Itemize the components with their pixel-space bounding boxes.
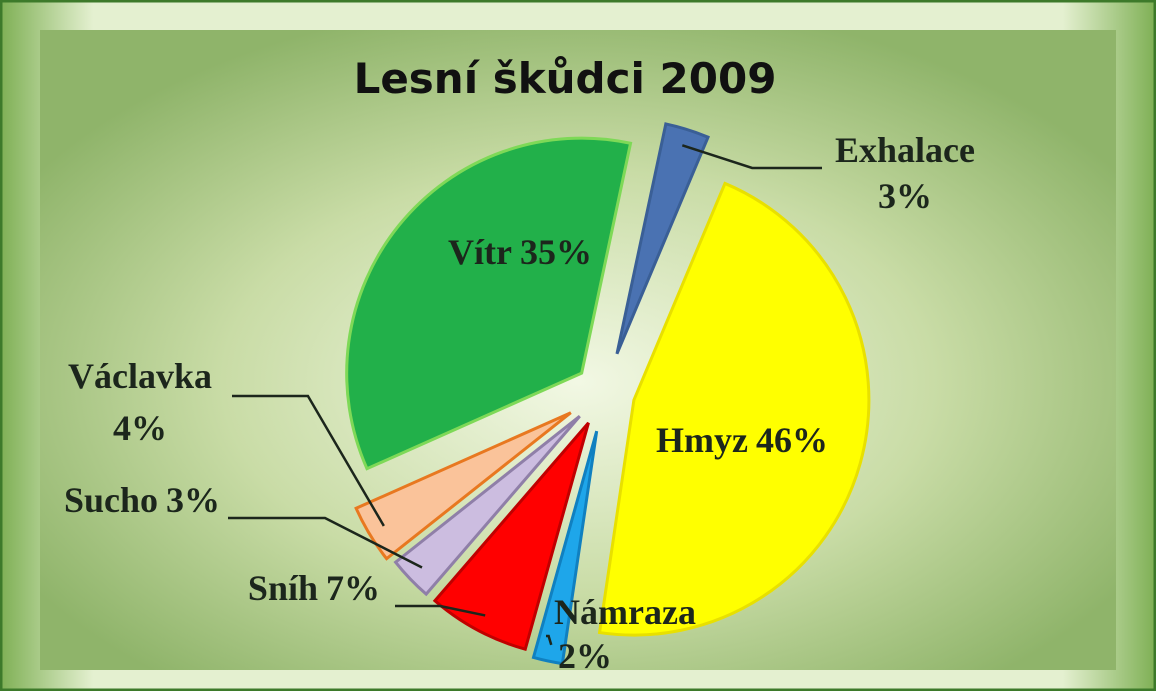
category-name: Sucho xyxy=(64,480,158,520)
pie-slice xyxy=(432,421,590,652)
leader-line xyxy=(395,604,486,617)
value-label: 3% xyxy=(166,480,220,520)
category-name: Hmyz xyxy=(656,420,748,460)
chart-title: Lesní škůdci 2009 xyxy=(354,54,777,103)
pie-slice xyxy=(615,122,710,355)
slice-label: Sníh 7% xyxy=(248,568,380,608)
leader-line xyxy=(681,144,822,170)
slice-label: Vítr 35% xyxy=(448,232,592,272)
category-name: Námraza xyxy=(554,592,696,632)
leader-line xyxy=(228,516,423,569)
pie xyxy=(345,122,871,666)
value-label: 3% xyxy=(878,176,932,216)
value-label: 7% xyxy=(326,568,380,608)
leader-line xyxy=(232,394,385,527)
category-name: Vítr xyxy=(448,232,512,272)
pie-slice xyxy=(354,411,572,561)
pie-slice xyxy=(597,181,871,637)
slice-label: Sucho 3% xyxy=(64,480,220,520)
pie-slice xyxy=(393,415,581,597)
slice-label: Hmyz 46% xyxy=(656,420,828,460)
value-label: 46% xyxy=(756,420,828,460)
value-label: 4% xyxy=(113,408,167,448)
category-name: Václavka xyxy=(68,356,212,396)
pie-slice xyxy=(531,430,599,666)
category-name: Exhalace xyxy=(835,130,975,170)
value-label: 2% xyxy=(558,636,612,676)
category-name: Sníh xyxy=(248,568,318,608)
leader-line xyxy=(546,634,553,646)
value-label: 35% xyxy=(520,232,592,272)
pie-slice xyxy=(345,136,633,471)
